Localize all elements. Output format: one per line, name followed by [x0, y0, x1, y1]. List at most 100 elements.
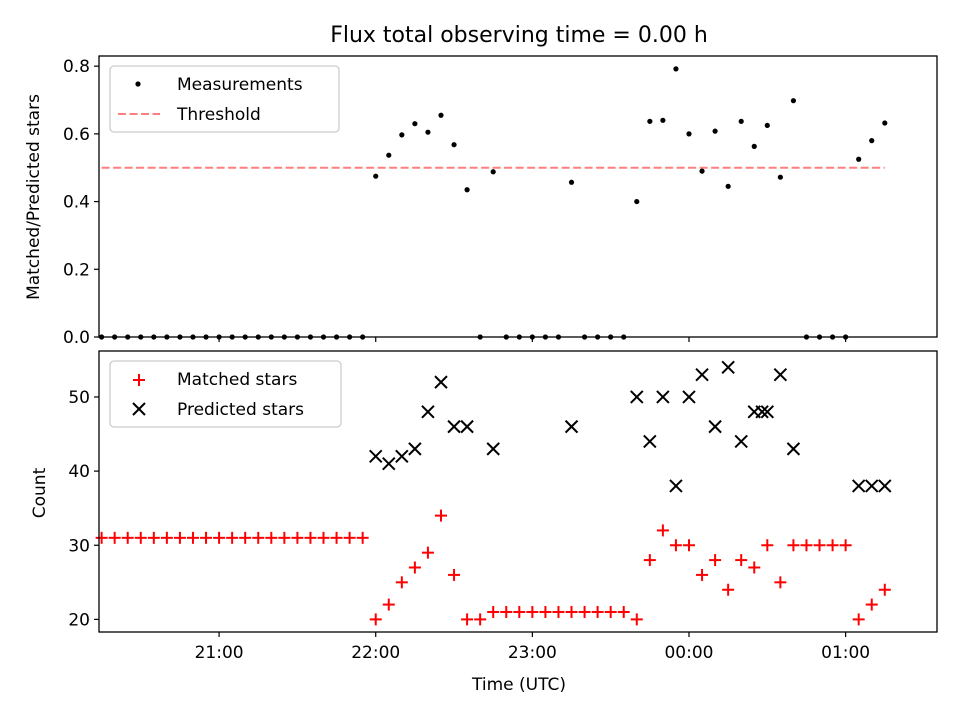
- predicted-star-point: [786, 442, 801, 456]
- matched-star-point: [682, 539, 695, 552]
- matched-star-point: [722, 583, 735, 596]
- x-tick-label: 21:00: [195, 643, 244, 663]
- matched-star-point: [513, 605, 526, 618]
- matched-star-point: [591, 605, 604, 618]
- measurement-point: [386, 152, 392, 158]
- predicted-star-point: [682, 390, 696, 404]
- matched-star-point: [474, 613, 487, 626]
- bottom-y-tick-label: 30: [68, 536, 90, 556]
- predicted-star-point: [760, 405, 775, 419]
- matched-star-point: [369, 613, 382, 626]
- matched-star-point: [343, 531, 356, 544]
- matched-star-point: [95, 531, 108, 544]
- matched-star-point: [291, 531, 304, 544]
- matched-star-point: [565, 605, 578, 618]
- matched-star-point: [434, 509, 447, 522]
- matched-star-point: [173, 531, 186, 544]
- predicted-star-point: [695, 368, 709, 382]
- top-y-tick-label: 0.0: [63, 328, 90, 348]
- matched-star-point: [200, 531, 213, 544]
- measurement-point: [777, 174, 783, 180]
- measurement-point: [699, 168, 705, 174]
- matched-star-point: [252, 531, 265, 544]
- predicted-star-point: [708, 419, 722, 434]
- legend-matched-stars: Matched stars: [177, 370, 297, 390]
- predicted-star-point: [878, 479, 892, 493]
- matched-star-point: [160, 531, 173, 544]
- measurement-point: [882, 120, 888, 126]
- bottom-y-tick-label: 50: [68, 388, 90, 408]
- measurement-point: [686, 131, 692, 137]
- measurement-point: [738, 118, 744, 124]
- top-y-tick-label: 0.6: [63, 125, 90, 145]
- matched-star-point: [826, 539, 839, 552]
- bottom-y-axis: 20 30 40 50: [68, 388, 99, 630]
- measurement-point: [568, 179, 575, 185]
- measurement-point: [647, 118, 653, 124]
- top-plot-area: [99, 66, 888, 340]
- top-panel: 0.00.20.40.60.8 Matched/Predicted stars …: [24, 55, 938, 348]
- measurement-point: [373, 173, 379, 179]
- bottom-legend: Matched stars Predicted stars: [109, 360, 342, 428]
- matched-star-point: [735, 554, 748, 567]
- top-x-ticks: [218, 337, 847, 342]
- matched-star-point: [226, 531, 239, 544]
- matched-star-point: [278, 531, 291, 544]
- top-legend-box: [109, 65, 340, 133]
- matched-star-point: [421, 546, 434, 559]
- predicted-star-point: [408, 442, 422, 456]
- predicted-star-point: [721, 360, 735, 375]
- matched-star-point: [395, 576, 408, 589]
- matched-star-point: [356, 531, 369, 544]
- matched-star-point: [108, 531, 121, 544]
- matched-star-point: [121, 531, 134, 544]
- measurement-point: [660, 117, 666, 123]
- bottom-axes-frame: [98, 350, 938, 633]
- measurement-point: [712, 128, 718, 134]
- predicted-star-point: [630, 390, 644, 404]
- measurement-point: [399, 132, 405, 138]
- measurement-point: [790, 98, 797, 104]
- top-y-axis: 0.0 0.2 0.4 0.6 0.8: [63, 57, 99, 348]
- matched-star-point: [317, 531, 330, 544]
- matched-star-point: [186, 531, 199, 544]
- matched-star-point: [500, 605, 513, 618]
- bottom-y-tick-label: 20: [68, 610, 90, 630]
- matched-star-point: [487, 605, 500, 618]
- matched-star-point: [539, 605, 552, 618]
- matched-star-point: [330, 531, 343, 544]
- matched-star-point: [878, 583, 891, 596]
- matched-star-point: [578, 605, 591, 618]
- top-y-tick-label: 0.4: [63, 193, 90, 213]
- measurement-point: [451, 142, 457, 148]
- matched-star-point: [304, 531, 317, 544]
- bottom-legend-box: [109, 360, 342, 428]
- matched-star-point: [448, 568, 461, 581]
- predicted-star-point: [755, 405, 769, 419]
- top-axes-frame: [98, 55, 938, 338]
- predicted-star-point: [382, 456, 396, 471]
- matched-star-point: [134, 531, 147, 544]
- bottom-x-axis: 21:00 22:00 23:00 00:00 01:00: [195, 632, 870, 663]
- predicted-star-point: [669, 479, 683, 493]
- measurement-point: [869, 138, 875, 144]
- predicted-star-point: [369, 449, 383, 463]
- matched-star-point: [213, 531, 226, 544]
- predicted-star-point: [447, 419, 461, 434]
- predicted-legend-marker: [132, 402, 146, 416]
- measurement-point: [634, 198, 640, 205]
- predicted-star-point: [434, 375, 448, 389]
- matched-star-point: [461, 613, 474, 626]
- bottom-panel: 20 30 40 50 21:00 22:00 23:00 00:00 01:00 Count…: [30, 350, 938, 695]
- predicted-star-point: [865, 479, 879, 493]
- matched-star-point: [839, 539, 852, 552]
- matched-star-point: [265, 531, 278, 544]
- predicted-star-point: [734, 434, 748, 449]
- matched-star-point: [761, 539, 774, 552]
- matched-star-point: [865, 598, 878, 611]
- matched-star-point: [630, 613, 643, 626]
- matched-star-point: [147, 531, 160, 544]
- matched-star-point: [669, 539, 682, 552]
- top-y-tick-label: 0.2: [63, 260, 90, 280]
- matched-star-point: [748, 561, 761, 574]
